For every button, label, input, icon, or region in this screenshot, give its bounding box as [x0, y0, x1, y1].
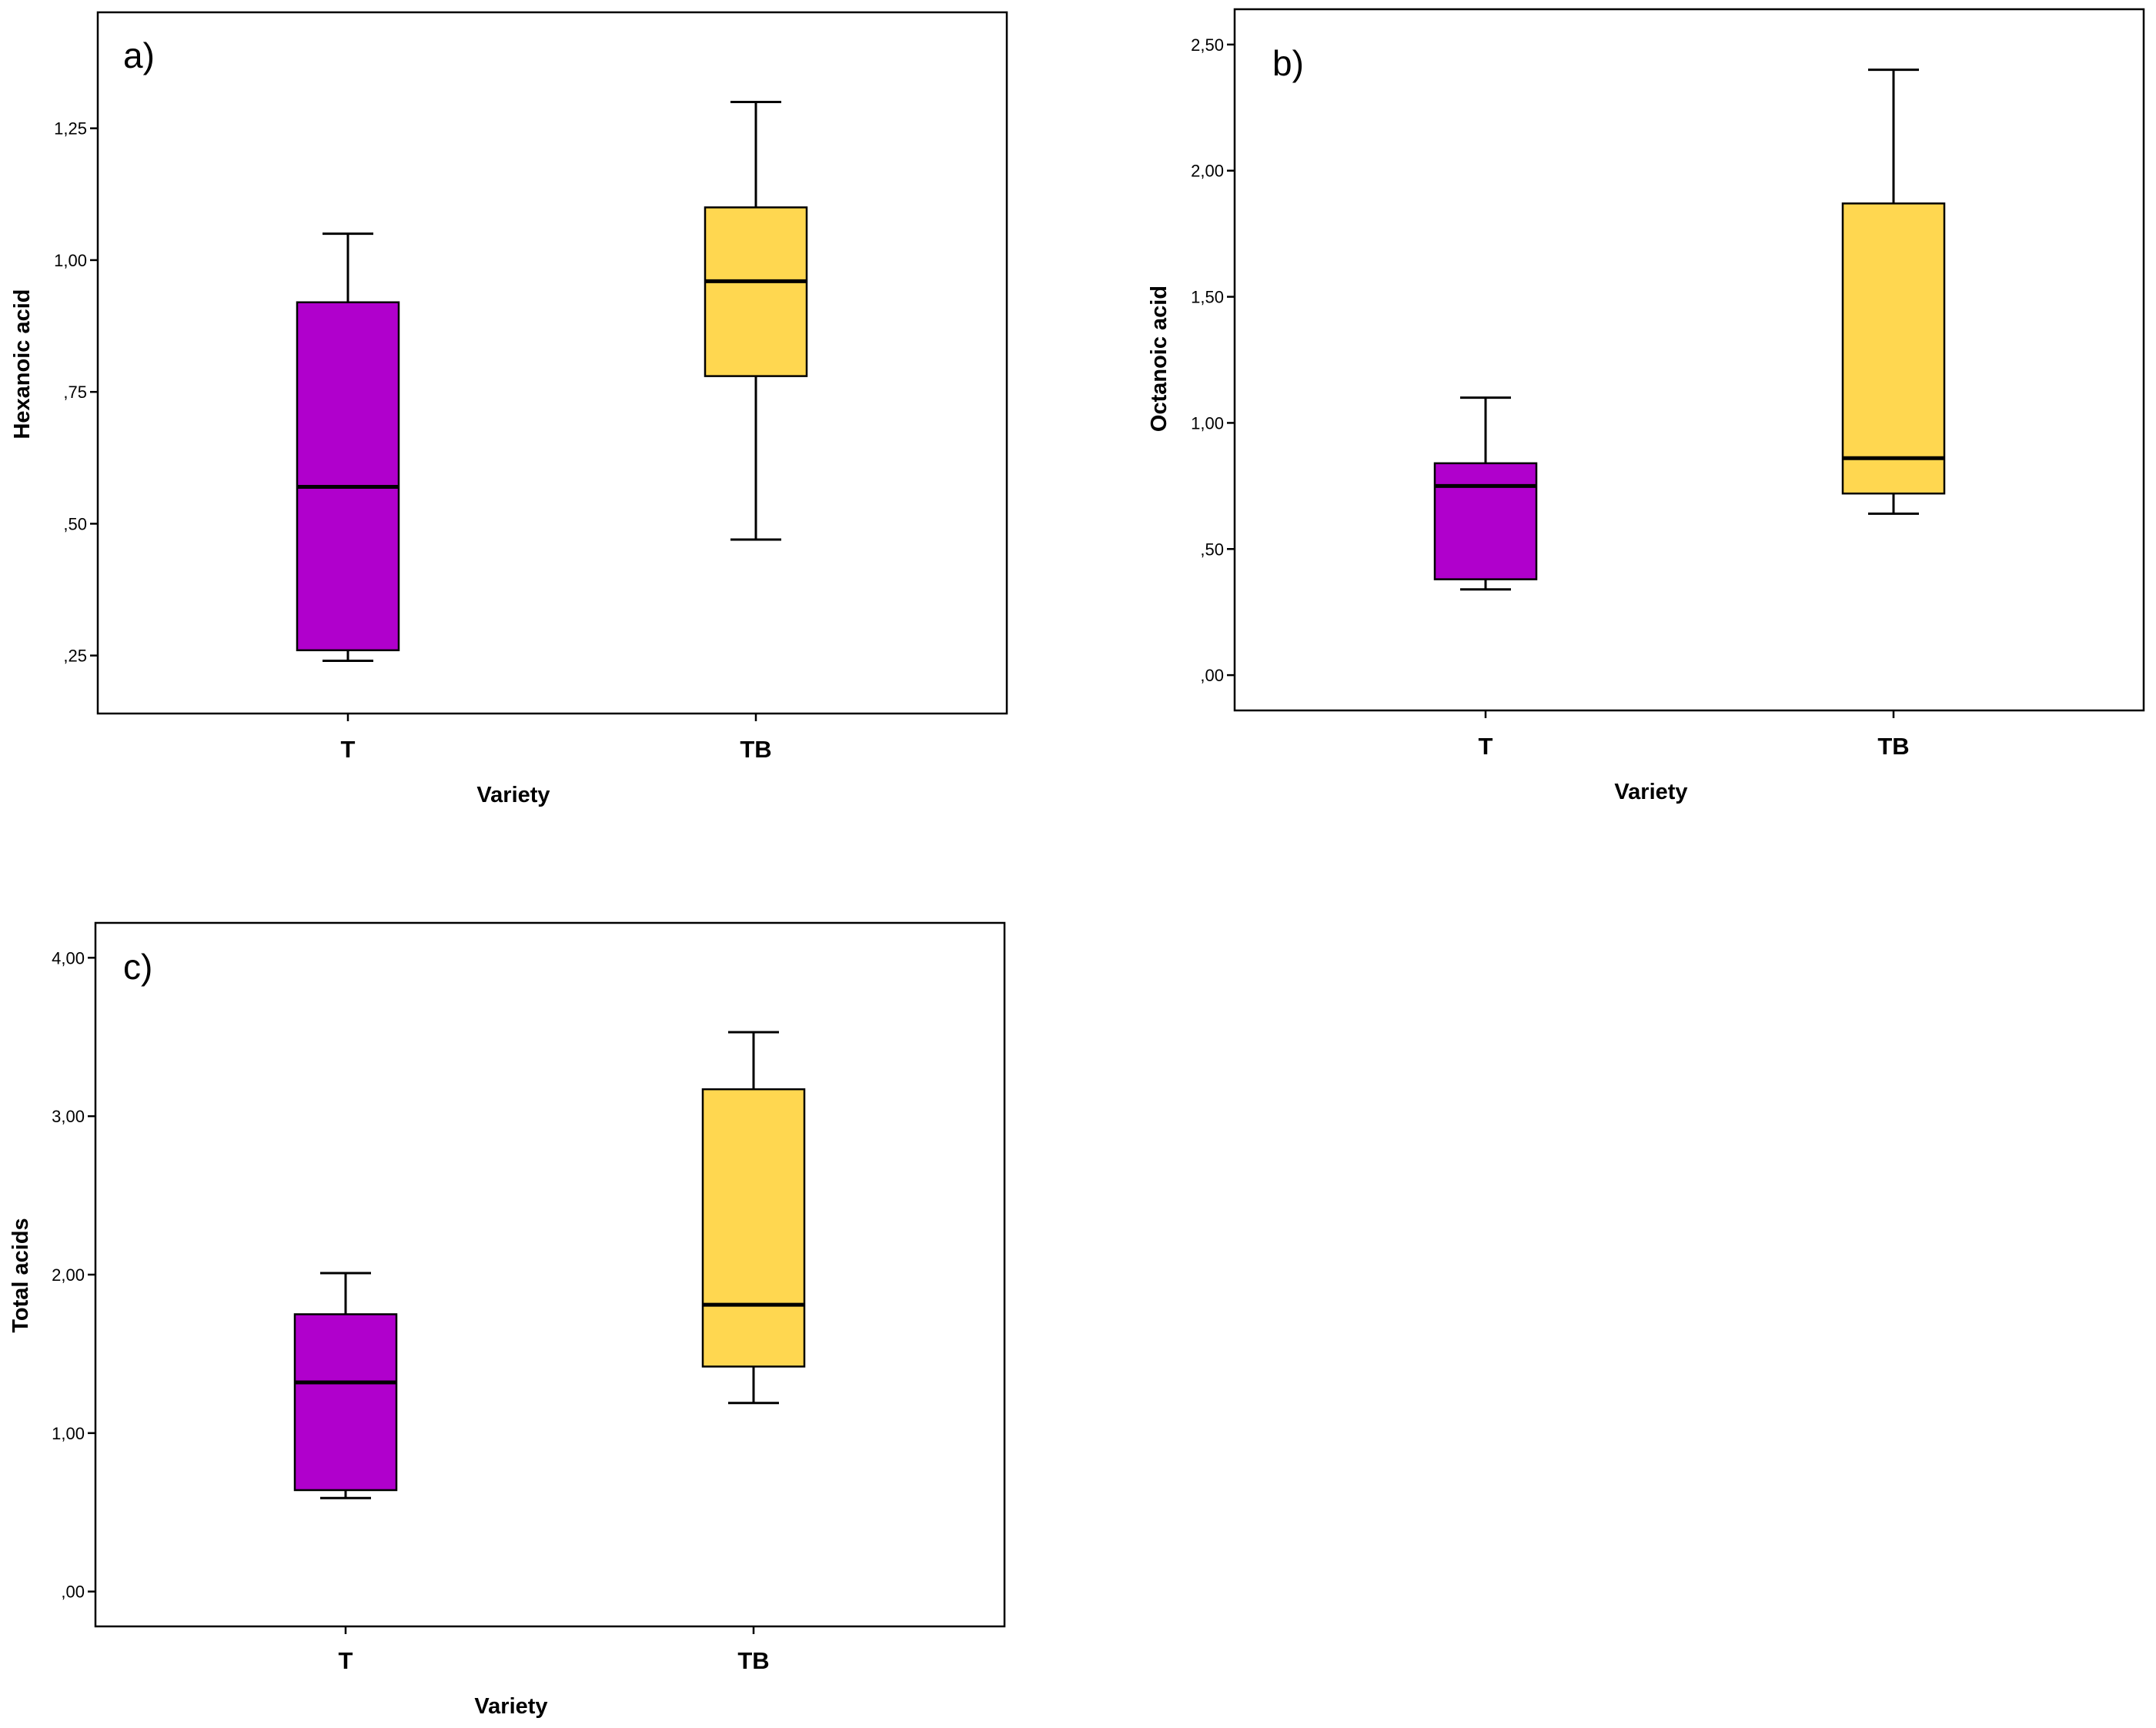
y-tick-label: 4,00 — [52, 948, 85, 968]
y-tick-label: 1,00 — [52, 1424, 85, 1443]
y-tick-label: ,00 — [1200, 666, 1224, 685]
chart-panel-c: ,00 1,00 2,00 3,00 4,00 T TB c) Variety Total aci… — [8, 921, 1006, 1719]
y-tick-label: ,00 — [61, 1583, 85, 1602]
y-tick-label: 2,50 — [1191, 35, 1224, 55]
y-tick-label: 1,50 — [1191, 288, 1224, 307]
x-axis-title: Variety — [476, 783, 550, 807]
x-axis-title: Variety — [1614, 780, 1687, 804]
plot-frame — [96, 11, 1008, 715]
box-tb — [704, 100, 808, 541]
chart-panel-b: ,00 ,50 1,00 1,50 2,00 2,50 T TB b) Variety Octano… — [1147, 8, 2145, 804]
y-tick-label: 1,00 — [54, 251, 87, 270]
box-t — [1433, 396, 1538, 591]
iqr-box — [1433, 462, 1538, 580]
y-tick-label: 1,00 — [1191, 413, 1224, 433]
y-axis-title: Hexanoic acid — [10, 289, 35, 439]
y-axis-title: Total acids — [8, 1218, 33, 1332]
y-tick-label: ,75 — [63, 383, 87, 402]
x-category-label: T — [341, 736, 356, 763]
y-tick-label: 2,00 — [1191, 162, 1224, 181]
panel-label: a) — [123, 35, 155, 75]
x-category-label: T — [1479, 733, 1493, 760]
y-tick-label: 3,00 — [52, 1107, 85, 1126]
y-tick-label: 2,00 — [52, 1265, 85, 1285]
x-category-label: TB — [737, 1647, 769, 1674]
iqr-box — [1841, 202, 1946, 495]
x-category-label: TB — [1877, 733, 1909, 760]
panel-label: c) — [123, 947, 152, 987]
x-axis-title: Variety — [474, 1694, 547, 1719]
plot-frame — [94, 921, 1006, 1628]
box-t — [296, 232, 400, 663]
y-tick-label: 1,25 — [54, 119, 87, 139]
x-category-label: T — [339, 1647, 353, 1674]
iqr-box — [704, 206, 808, 377]
iqr-box — [701, 1088, 806, 1368]
chart-panel-a: ,25 ,50 ,75 1,00 1,25 T TB a) Variety Hexanoic ac… — [10, 11, 1008, 807]
iqr-box — [296, 301, 400, 652]
x-category-label: TB — [740, 736, 771, 763]
y-tick-label: ,50 — [1200, 540, 1224, 559]
y-axis-title: Octanoic acid — [1147, 286, 1172, 432]
y-tick-label: ,25 — [63, 647, 87, 666]
iqr-box — [293, 1313, 398, 1492]
box-tb — [701, 1031, 806, 1405]
panel-label: b) — [1272, 43, 1304, 83]
plot-frame — [1233, 8, 2145, 712]
box-tb — [1841, 69, 1946, 515]
y-tick-label: ,50 — [63, 514, 87, 533]
box-t — [293, 1272, 398, 1499]
